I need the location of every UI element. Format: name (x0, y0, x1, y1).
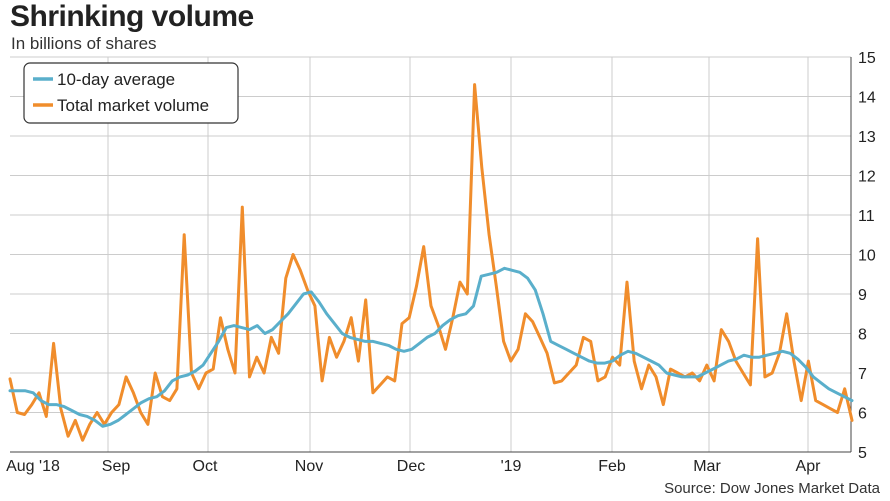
y-tick-label: 6 (858, 406, 867, 423)
legend-box (23, 62, 239, 124)
y-tick-label: 7 (858, 366, 867, 383)
y-tick-label: 12 (858, 169, 876, 186)
x-tick-label: Oct (193, 458, 218, 475)
series-layer (8, 83, 854, 442)
x-tick-label: Dec (397, 458, 425, 475)
chart-title: Shrinking volume (10, 0, 254, 33)
y-tick-label: 8 (858, 327, 867, 344)
x-tick-label: Apr (796, 458, 822, 475)
y-tick-label: 10 (858, 248, 876, 265)
legend-label-total: Total market volume (57, 96, 209, 115)
y-tick-label: 14 (858, 90, 876, 107)
x-tick-label: Feb (598, 458, 626, 475)
y-tick-label: 11 (858, 208, 875, 225)
series-line-total-market-volume (8, 83, 854, 442)
y-tick-label: 5 (858, 445, 867, 462)
x-tick-label: Mar (693, 458, 721, 475)
x-tick-label: '19 (501, 458, 522, 475)
legend-label-average: 10-day average (57, 70, 175, 89)
x-tick-label: Nov (295, 458, 323, 475)
x-tick-label: Sep (102, 458, 131, 475)
y-tick-label: 13 (858, 129, 876, 146)
y-tick-label: 9 (858, 287, 867, 304)
axis-layer: 5 6 7 8 9 10 11 12 13 14 15 Aug '18 Sep Oct Nov Dec '19 F… (6, 50, 876, 475)
series-line-10-day-average (8, 266, 854, 428)
chart-subtitle: In billions of shares (11, 34, 157, 53)
legend: 10-day average Total market volume (23, 62, 239, 124)
x-tick-label: Aug '18 (6, 458, 60, 475)
y-tick-label: 15 (858, 50, 876, 67)
source-note: Source: Dow Jones Market Data (664, 480, 880, 497)
